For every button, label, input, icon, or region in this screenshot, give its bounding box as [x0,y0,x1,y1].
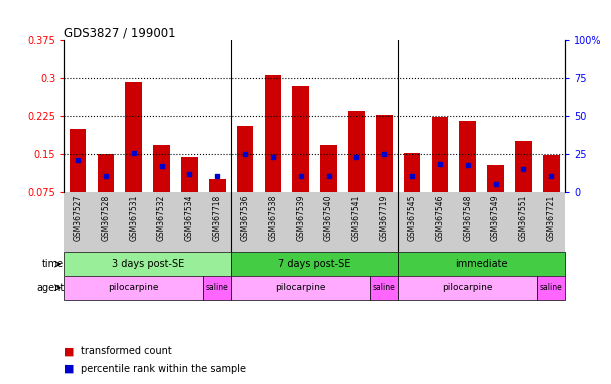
Bar [404,153,420,192]
Bar [209,179,225,192]
Text: saline: saline [206,283,229,292]
Text: ■: ■ [64,346,75,356]
Bar [515,141,532,192]
Text: GSM367536: GSM367536 [241,195,249,241]
Bar [293,86,309,192]
Bar [376,114,393,192]
Bar [537,276,565,300]
Text: transformed count: transformed count [81,346,172,356]
Bar [236,126,254,192]
Text: GSM367545: GSM367545 [408,195,417,241]
Text: pilocarpine: pilocarpine [442,283,493,292]
Bar [431,117,448,192]
Bar [203,276,231,300]
Text: GSM367549: GSM367549 [491,195,500,241]
Text: GSM367539: GSM367539 [296,195,306,241]
Text: GSM367540: GSM367540 [324,195,333,241]
Text: GSM367531: GSM367531 [130,195,138,241]
Bar [64,276,203,300]
Bar [265,75,281,192]
Text: GSM367528: GSM367528 [101,195,111,241]
Text: GSM367532: GSM367532 [157,195,166,241]
Bar [153,145,170,192]
Text: 3 days post-SE: 3 days post-SE [112,259,184,269]
Bar [70,129,86,192]
Bar [348,111,365,192]
Text: ■: ■ [64,364,75,374]
Bar [320,145,337,192]
Text: GSM367538: GSM367538 [268,195,277,241]
Text: GSM367551: GSM367551 [519,195,528,241]
Bar [181,157,198,192]
Bar [459,121,476,192]
Text: GSM367546: GSM367546 [436,195,444,241]
Bar [231,276,370,300]
Text: GSM367721: GSM367721 [547,195,556,241]
Text: GSM367548: GSM367548 [463,195,472,241]
Text: GSM367718: GSM367718 [213,195,222,241]
Bar [370,276,398,300]
Text: GSM367534: GSM367534 [185,195,194,241]
Text: agent: agent [36,283,64,293]
Bar [398,276,537,300]
Bar [231,252,398,276]
Text: saline: saline [540,283,563,292]
Text: time: time [42,259,64,269]
Text: saline: saline [373,283,396,292]
Text: GSM367541: GSM367541 [352,195,361,241]
Bar [487,165,504,192]
Text: immediate: immediate [455,259,508,269]
Text: GSM367719: GSM367719 [380,195,389,241]
Text: pilocarpine: pilocarpine [276,283,326,292]
Bar [543,155,560,192]
Bar [64,252,231,276]
Text: percentile rank within the sample: percentile rank within the sample [81,364,246,374]
Text: GDS3827 / 199001: GDS3827 / 199001 [64,26,176,39]
Text: GSM367527: GSM367527 [73,195,82,241]
Text: 7 days post-SE: 7 days post-SE [279,259,351,269]
Bar [398,252,565,276]
Bar [98,154,114,192]
Bar [125,82,142,192]
Text: pilocarpine: pilocarpine [109,283,159,292]
